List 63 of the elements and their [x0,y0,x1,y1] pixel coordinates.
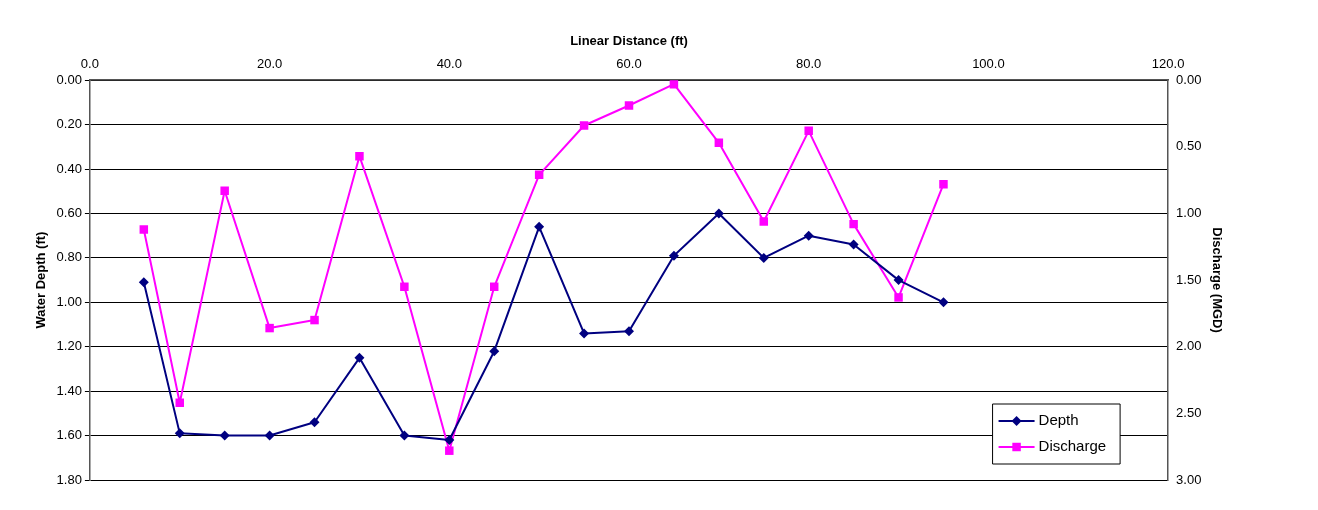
point [174,428,185,439]
point [848,239,859,250]
y2-tick-label: 2.50 [1176,404,1202,420]
point [534,221,545,232]
point [354,352,365,363]
legend-label: Depth [1038,411,1079,429]
y2-tick-label: 0.00 [1176,71,1202,87]
y-tick-label: 0.20 [56,116,82,132]
x-tick-label: 120.0 [1151,55,1185,71]
y2-tick-label: 3.00 [1176,471,1202,487]
point [579,328,590,339]
point [758,252,769,263]
y-tick-label: 0.00 [56,71,82,87]
y-tick-label: 1.60 [56,427,82,443]
y-tick-label: 1.20 [56,338,82,354]
x-tick-label: 80.0 [796,55,822,71]
y-tick-label: 1.80 [56,471,82,487]
y2-tick-label: 1.00 [1176,205,1202,221]
x-tick-label: 100.0 [972,55,1005,71]
y-tick-label: 0.40 [56,160,82,176]
y-tick-label: 1.00 [56,293,82,309]
point [445,446,454,455]
point [624,326,634,337]
point [624,101,634,110]
point [309,417,320,428]
point [399,430,410,441]
x-axis-title: Linear Distance (ft) [570,33,688,49]
point [138,277,149,288]
point [139,225,149,234]
y-axis-title: Water Depth (ft) [33,231,49,329]
point [310,315,319,325]
point [264,430,275,441]
point [803,230,814,241]
point [938,297,949,308]
point [579,121,589,130]
y-tick-label: 0.80 [56,249,82,265]
y-tick-label: 1.40 [56,382,82,398]
y-tick-label: 0.60 [56,205,82,221]
point [444,435,455,446]
x-tick-label: 60.0 [616,55,642,71]
y2-tick-label: 2.00 [1176,338,1202,354]
legend-label: Discharge [1038,437,1107,455]
point [220,186,229,196]
point [219,430,230,441]
point [804,126,813,136]
x-tick-label: 40.0 [436,55,462,71]
x-tick-label: 0.0 [80,55,99,71]
point [400,282,409,292]
y2-tick-label: 0.50 [1176,138,1202,154]
x-tick-label: 20.0 [256,55,283,71]
y2-axis-title: Discharge (MGD) [1209,227,1225,333]
point [759,217,769,226]
point [894,293,903,302]
point [668,250,679,261]
point [713,208,724,219]
point [893,275,904,286]
point [939,179,948,189]
point [175,398,184,407]
point [489,346,500,357]
point [265,323,274,333]
y2-tick-label: 1.50 [1176,271,1202,287]
point [355,151,364,161]
point [849,219,858,229]
